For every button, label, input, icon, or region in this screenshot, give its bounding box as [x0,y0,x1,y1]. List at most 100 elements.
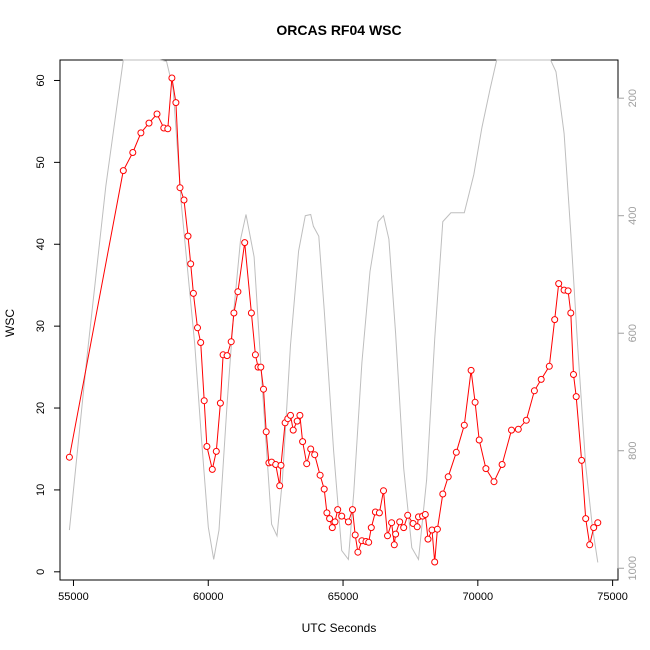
wsc-data-point [164,125,172,133]
x-axis: 55000 60000 65000 70000 75000 [58,579,628,603]
wsc-data-point [260,385,267,393]
wsc-data-point [390,541,398,549]
wsc-data-point [203,443,211,450]
wsc-data-point [392,530,400,538]
wsc-data-point [172,99,180,107]
wsc-data-point [551,316,559,324]
y-axis-label: WSC [3,309,17,337]
wsc-data-point [482,465,490,473]
wsc-data-point [241,239,249,247]
wsc-data-point [257,363,265,371]
altitude-series-line [68,59,599,563]
y-tick-label: 20 [35,402,47,414]
wsc-data-point [384,532,391,540]
wsc-data-point [129,149,137,156]
wsc-data-point [467,366,475,374]
wsc-data-point [413,523,421,531]
wsc-data-point [586,541,594,549]
y-axis-left: 0 10 20 30 40 50 60 [35,74,61,575]
wsc-data-point [572,393,580,401]
chart-title: ORCAS RF04 WSC [276,22,401,38]
x-tick-label: 70000 [463,591,494,603]
wsc-data-point [564,287,572,295]
wsc-data-point [421,511,429,518]
wsc-data-point [234,288,242,296]
wsc-data-point [184,232,192,240]
wsc-data-point [153,110,161,118]
wsc-data-point [344,518,352,526]
wsc-data-point [200,397,208,405]
wsc-data-point [514,425,522,433]
x-tick-label: 65000 [328,591,359,603]
y2-tick-label: 1000 [627,556,639,580]
wsc-data-point [354,548,362,556]
y-tick-label: 40 [35,238,47,250]
wsc-data-point [431,558,439,566]
wsc-data-point [65,453,73,461]
wsc-data-point [338,512,346,520]
y2-tick-label: 800 [627,442,639,460]
wsc-data-point [349,506,356,514]
wsc-data-point [452,448,460,456]
wsc-data-point [293,417,301,425]
y-tick-label: 0 [35,569,47,575]
wsc-data-point [189,289,197,297]
wsc-data-point [208,465,216,473]
wsc-data-point [176,184,184,192]
wsc-data-point [433,525,441,533]
wsc-data-point [316,471,324,479]
x-tick-label: 55000 [58,591,89,603]
series-layer [65,59,602,566]
wsc-data-point [227,338,235,346]
wsc-data-point [404,511,412,519]
wsc-data-point [594,519,602,527]
plot-frame [59,59,619,581]
wsc-data-point [530,387,538,395]
wsc-data-point [400,524,408,532]
wsc-data-point [307,445,315,453]
wsc-data-point [326,515,334,523]
wsc-data-point [323,509,331,517]
wsc-data-point [320,485,328,493]
wsc-data-point [396,518,404,526]
y2-tick-label: 400 [627,207,639,225]
wsc-data-point [276,482,284,490]
wsc-data-point [351,531,359,539]
wsc-data-point [230,309,238,317]
wsc-data-point [460,421,468,429]
wsc-data-point [388,519,396,527]
wsc-data-point [380,487,387,495]
y2-tick-label: 200 [627,89,639,107]
wsc-data-point [498,461,506,468]
wsc-data-point [262,428,270,436]
wsc-data-point [582,515,590,523]
x-tick-label: 60000 [193,591,224,603]
wsc-data-point [475,436,483,444]
wsc-data-point [287,411,294,419]
wsc-data-point [223,352,231,360]
wsc-data-point [277,461,285,469]
wsc-data-point [471,398,479,406]
wsc-data-point [439,490,447,498]
wsc-data-point [168,74,176,82]
wsc-data-point [555,280,563,288]
wsc-data-point [508,426,515,434]
wsc-data-point [334,506,342,514]
wsc-data-point [331,518,339,526]
wsc-data-point [590,524,598,532]
wsc-data-point [311,451,319,459]
wsc-data-point [424,535,432,543]
wsc-data-point [180,196,188,204]
wsc-data-point [537,375,545,383]
x-tick-label: 75000 [597,591,628,603]
y2-tick-label: 600 [627,324,639,342]
wsc-data-point [367,524,375,532]
wsc-data-point [296,411,304,419]
wsc-data-point [570,371,577,378]
wsc-data-point [197,339,205,346]
y-axis-right: 200 400 600 800 1000 [617,89,639,580]
wsc-data-point [251,351,259,359]
wsc-data-point [194,324,201,332]
wsc-data-point [490,478,498,486]
